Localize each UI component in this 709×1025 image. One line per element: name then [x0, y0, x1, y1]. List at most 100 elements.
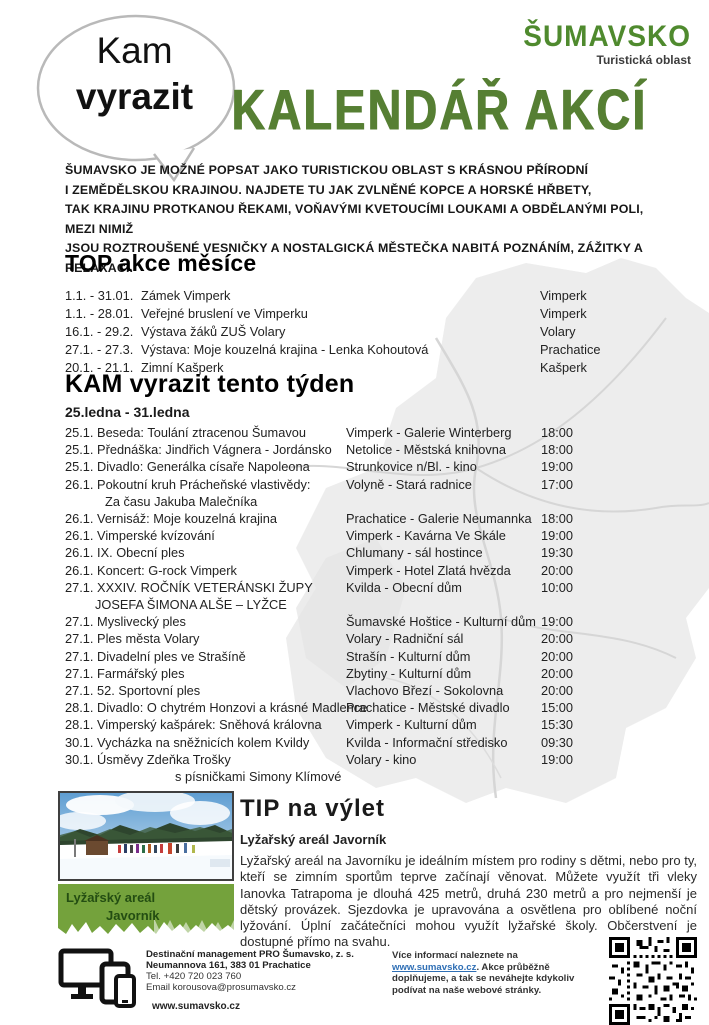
event-place: Prachatice [540, 342, 601, 357]
bubble-word-kam: Kam [96, 30, 173, 71]
event-title-line2: Za času Jakuba Malečníka [105, 493, 258, 509]
top-event-row: 16.1. - 29.2. Výstava žáků ZUŠ Volary Vol… [65, 323, 655, 341]
event-date: 28.1. [65, 700, 94, 716]
event-title: Vimperský kašpárek: Sněhová královna [97, 717, 322, 733]
event-place: Volary [540, 324, 576, 339]
event-row: 25.1. Beseda: Toulání ztracenou Šumavou … [65, 424, 665, 441]
event-row: 27.1. 52. Sportovní ples Vlachovo Březí … [65, 682, 665, 699]
logo-wordmark: ŠUMAVSKO [523, 20, 691, 53]
event-row: 27.1. XXXIV. ROČNÍK VETERÁNSKI ŽUPY JOSE… [65, 579, 665, 613]
sumavsko-logo: ŠUMAVSKO Turistická oblast [523, 20, 691, 67]
event-row: 27.1. Farmářský ples Zbytiny - Kulturní … [65, 665, 665, 682]
event-title: Vernisáž: Moje kouzelná krajina [97, 511, 277, 527]
event-time: 20:00 [541, 648, 574, 664]
photo-caption-line1: Lyžařský areál [66, 890, 156, 905]
footer-info-link[interactable]: www.sumavsko.cz [392, 961, 477, 973]
event-time: 20:00 [541, 665, 574, 681]
event-date: 26.1. [65, 511, 94, 527]
event-date: 26.1. [65, 528, 94, 544]
tip-subheading: Lyžařský areál Javorník [240, 832, 387, 847]
event-title: XXXIV. ROČNÍK VETERÁNSKI ŽUPY [97, 579, 313, 595]
event-venue: Prachatice - Galerie Neumannka [346, 511, 532, 527]
event-venue: Kvilda - Obecní dům [346, 579, 462, 595]
top-event-row: 1.1. - 31.01. Zámek Vimperk Vimperk [65, 287, 655, 305]
event-time: 19:00 [541, 751, 574, 767]
event-title: Beseda: Toulání ztracenou Šumavou [97, 425, 306, 440]
event-time: 20:00 [541, 562, 574, 578]
event-venue: Volyně - Stará radnice [346, 476, 472, 492]
page-title: KALENDÁŘ AKCÍ [231, 77, 647, 142]
event-date: 26.1. [65, 476, 94, 492]
background-region-map [286, 258, 709, 803]
top-events-heading: TOP akce měsíce [65, 250, 257, 276]
info-post: . Akce průběžně doplňujeme, a tak se nev… [392, 961, 575, 996]
photo-caption-ribbon: Lyžařský areál Javorník [58, 884, 234, 936]
event-venue: Strunkovice n/Bl. - kino [346, 459, 477, 475]
event-time: 20:00 [541, 631, 574, 647]
event-venue: Vimperk - Kulturní dům [346, 717, 477, 733]
event-title: Koncert: G-rock Vimperk [97, 562, 237, 578]
event-row: 26.1. Pokoutní kruh Prácheňské vlastivěd… [65, 476, 665, 510]
event-title: Vimperské kvízování [97, 528, 215, 544]
ski-area-photo [58, 791, 234, 881]
event-title: IX. Obecní ples [97, 545, 185, 561]
intro-line: TAK KRAJINU PROTKANOU ŘEKAMI, VOŇAVÝMI K… [65, 202, 644, 236]
event-place: Vimperk [540, 288, 587, 303]
event-venue: Vlachovo Březí - Sokolovna [346, 683, 504, 699]
event-venue: Chlumany - sál hostince [346, 545, 483, 561]
logo-subtitle: Turistická oblast [596, 53, 691, 67]
top-event-row: 27.1. - 27.3. Výstava: Moje kouzelná kraj… [65, 341, 655, 359]
speech-bubble [36, 14, 236, 182]
event-venue: Strašín - Kulturní dům [346, 648, 471, 664]
footer-website[interactable]: www.sumavsko.cz [152, 1001, 240, 1012]
tip-heading: TIP na výlet [240, 795, 385, 822]
footer-info-text: Více informací naleznete na www.sumavsko… [392, 950, 604, 996]
event-place: Kašperk [540, 360, 587, 375]
event-date: 16.1. - 29.2. [65, 324, 134, 339]
event-title-line2: s písničkami Simony Klímové [175, 769, 342, 785]
footer-phone: Tel. +420 720 023 760 [146, 971, 242, 982]
event-row: 26.1. Vernisáž: Moje kouzelná krajina Pr… [65, 510, 665, 527]
intro-line: I ZEMĚDĚLSKOU KRAJINOU. NAJDETE TU JAK Z… [65, 182, 592, 197]
event-title: Ples města Volary [97, 631, 200, 647]
event-date: 28.1. [65, 717, 94, 733]
event-date: 27.1. [65, 614, 94, 630]
event-date: 27.1. - 27.3. [65, 342, 134, 357]
event-venue: Vimperk - Hotel Zlatá hvězda [346, 562, 511, 578]
event-time: 15:30 [541, 717, 574, 733]
top-event-row: 1.1. - 28.01. Veřejné bruslení ve Vimperk… [65, 305, 655, 323]
event-row: 26.1. Vimperské kvízování Vimperk - Kavá… [65, 527, 665, 544]
event-venue: Šumavské Hoštice - Kulturní dům [346, 614, 536, 630]
qr-code [609, 937, 697, 1025]
event-date: 26.1. [65, 562, 94, 578]
event-time: 15:00 [541, 700, 574, 716]
event-time: 09:30 [541, 734, 574, 750]
event-row: 30.1. Úsměvy Zdeňka Trošky s písničkami … [65, 751, 665, 785]
event-venue: Vimperk - Kavárna Ve Skále [346, 528, 506, 544]
event-row: 28.1. Vimperský kašpárek: Sněhová králov… [65, 716, 665, 733]
event-row: 26.1. Koncert: G-rock Vimperk Vimperk - … [65, 562, 665, 579]
event-time: 18:00 [541, 442, 574, 458]
event-row: 27.1. Ples města Volary Volary - Radničn… [65, 630, 665, 647]
event-title: Divadlo: O chytrém Honzovi a krásné Madl… [97, 700, 368, 716]
event-title: Zimní Kašperk [141, 360, 224, 375]
event-time: 19:00 [541, 459, 574, 475]
footer-address: Destinační management PRO Šumavsko, z. s… [146, 949, 354, 993]
top-event-row: 20.1. - 21.1. Zimní Kašperk Kašperk [65, 359, 655, 377]
event-date: 1.1. - 31.01. [65, 288, 134, 303]
event-venue: Netolice - Městská knihovna [346, 442, 507, 458]
event-date: 30.1. [65, 734, 94, 750]
event-date: 25.1. [65, 459, 94, 475]
event-time: 19:00 [541, 614, 574, 630]
event-venue: Prachatice - Městské divadlo [346, 700, 510, 716]
event-date: 25.1. [65, 442, 94, 458]
event-date: 20.1. - 21.1. [65, 360, 134, 375]
event-row: 28.1. Divadlo: O chytrém Honzovi a krásn… [65, 699, 665, 716]
event-venue: Kvilda - Informační středisko [346, 734, 508, 750]
event-row: 27.1. Divadelní ples ve Strašíně Strašín… [65, 648, 665, 665]
bubble-word-vyrazit: vyrazit [75, 76, 194, 117]
event-time: 19:00 [541, 528, 574, 544]
event-row: 26.1. IX. Obecní ples Chlumany - sál hos… [65, 544, 665, 561]
intro-paragraph: ŠUMAVSKO JE MOŽNÉ POPSAT JAKO TURISTICKO… [65, 161, 665, 279]
week-events-list: 25.1. Beseda: Toulání ztracenou Šumavou … [65, 424, 665, 785]
